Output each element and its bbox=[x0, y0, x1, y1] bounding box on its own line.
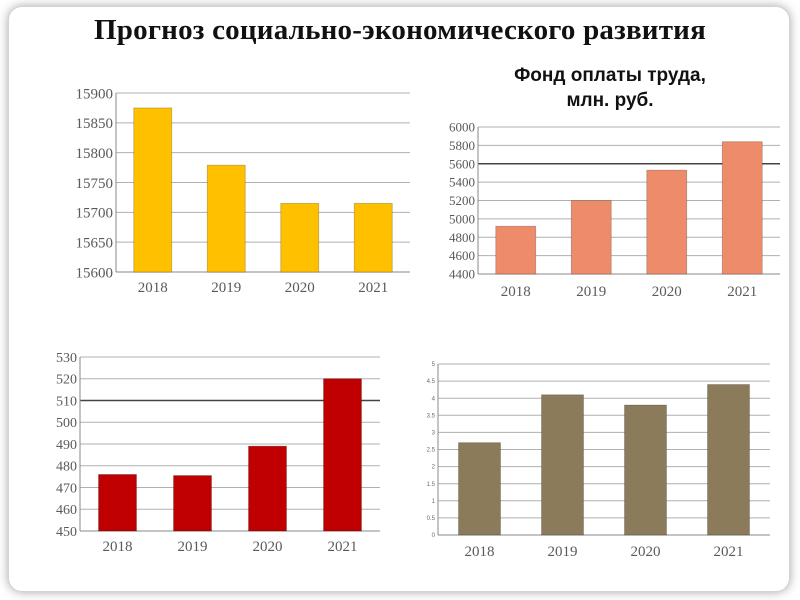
y-tick-label: 500 bbox=[56, 416, 77, 431]
bar-2020 bbox=[280, 202, 320, 273]
bar-2021 bbox=[707, 384, 750, 536]
y-tick-label: 460 bbox=[56, 503, 77, 518]
bar-2019 bbox=[570, 200, 612, 275]
y-tick-label: 2.5 bbox=[427, 448, 436, 454]
y-tick-label: 4800 bbox=[449, 230, 475, 245]
bar-2018 bbox=[133, 107, 173, 273]
x-tick-label: 2021 bbox=[358, 280, 388, 296]
chart-2-title-line-2: млн. руб. bbox=[566, 90, 654, 111]
x-tick-label: 2019 bbox=[548, 544, 578, 560]
x-tick-label: 2019 bbox=[178, 539, 208, 555]
y-tick-label: 1.5 bbox=[427, 482, 436, 488]
x-tick-label: 2018 bbox=[465, 544, 495, 560]
y-tick-label: 1 bbox=[432, 499, 436, 505]
x-tick-label: 2018 bbox=[103, 539, 133, 555]
y-tick-label: 5600 bbox=[449, 156, 475, 171]
y-tick-label: 15850 bbox=[76, 116, 114, 132]
bar-2021 bbox=[721, 141, 763, 275]
y-tick-label: 6000 bbox=[449, 120, 475, 135]
x-tick-label: 2019 bbox=[211, 280, 241, 296]
y-tick-label: 4600 bbox=[449, 248, 475, 263]
y-tick-label: 4 bbox=[432, 396, 436, 402]
chart-2-title-line-1: Фонд оплаты труда, bbox=[514, 65, 706, 86]
y-tick-label: 450 bbox=[56, 525, 77, 540]
y-tick-label: 0.5 bbox=[427, 516, 436, 522]
y-tick-label: 5800 bbox=[449, 138, 475, 153]
bar-2020 bbox=[624, 404, 667, 536]
bar-2021 bbox=[323, 378, 362, 532]
bar-2019 bbox=[206, 164, 246, 273]
bar-2019 bbox=[541, 394, 584, 536]
y-tick-label: 3.5 bbox=[427, 413, 436, 419]
y-tick-label: 520 bbox=[56, 373, 77, 388]
y-tick-label: 4.5 bbox=[427, 379, 436, 385]
bar-2018 bbox=[98, 474, 137, 532]
y-tick-label: 15600 bbox=[76, 265, 114, 281]
y-tick-label: 5400 bbox=[449, 175, 475, 190]
page-title: Прогноз социально-экономического развити… bbox=[94, 14, 706, 46]
y-tick-label: 530 bbox=[56, 351, 77, 366]
x-tick-label: 2020 bbox=[285, 280, 315, 296]
y-tick-label: 5200 bbox=[449, 193, 475, 208]
y-tick-label: 15800 bbox=[76, 146, 114, 162]
y-tick-label: 15700 bbox=[76, 206, 114, 222]
y-tick-label: 510 bbox=[56, 394, 77, 409]
x-tick-label: 2020 bbox=[253, 539, 283, 555]
y-tick-label: 15900 bbox=[76, 86, 114, 102]
y-tick-label: 4400 bbox=[449, 267, 475, 282]
bar-2021 bbox=[353, 202, 393, 273]
bar-2019 bbox=[173, 475, 212, 532]
y-tick-label: 490 bbox=[56, 438, 77, 453]
y-tick-label: 5 bbox=[432, 362, 436, 368]
x-tick-label: 2021 bbox=[714, 544, 744, 560]
y-tick-label: 15750 bbox=[76, 176, 114, 192]
y-tick-label: 470 bbox=[56, 481, 77, 496]
x-tick-label: 2021 bbox=[328, 539, 358, 555]
x-tick-label: 2018 bbox=[501, 284, 531, 300]
y-tick-label: 0 bbox=[432, 533, 436, 539]
y-tick-label: 15650 bbox=[76, 235, 114, 251]
x-tick-label: 2019 bbox=[576, 284, 606, 300]
bar-2020 bbox=[646, 169, 688, 275]
y-tick-label: 3 bbox=[432, 431, 436, 437]
x-tick-label: 2021 bbox=[727, 284, 757, 300]
bar-2020 bbox=[248, 445, 287, 532]
chart-2-title: Фонд оплаты труда, млн. руб. bbox=[470, 63, 750, 113]
bar-2018 bbox=[495, 225, 537, 275]
y-tick-label: 480 bbox=[56, 460, 77, 475]
x-tick-label: 2018 bbox=[138, 280, 168, 296]
x-tick-label: 2020 bbox=[631, 544, 661, 560]
bar-2018 bbox=[458, 442, 501, 536]
x-tick-label: 2020 bbox=[652, 284, 682, 300]
y-tick-label: 5000 bbox=[449, 211, 475, 226]
y-tick-label: 2 bbox=[432, 465, 436, 471]
